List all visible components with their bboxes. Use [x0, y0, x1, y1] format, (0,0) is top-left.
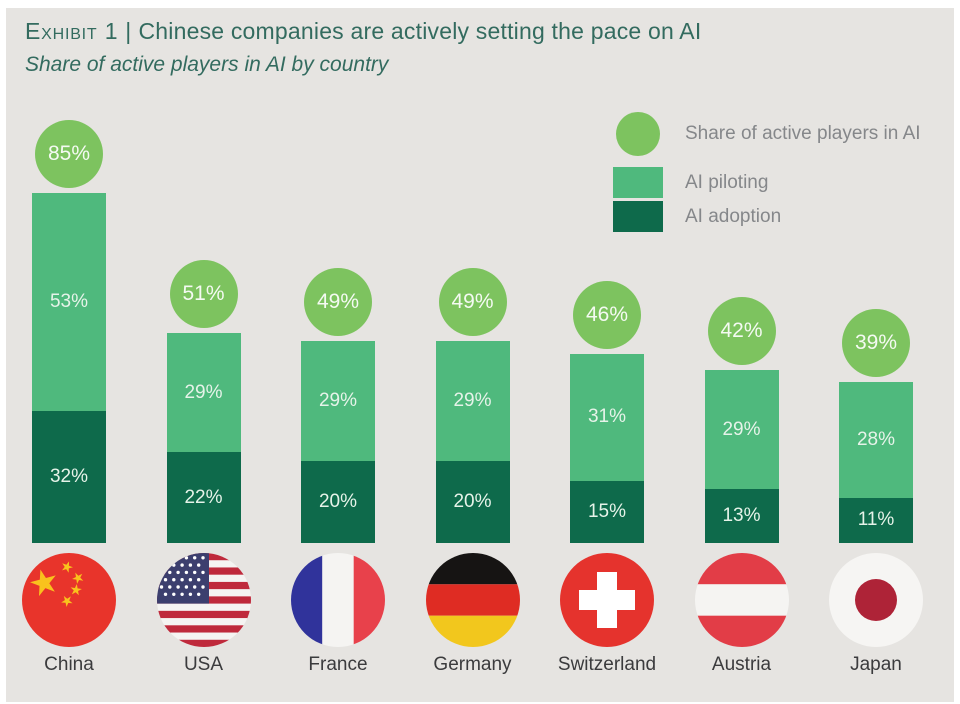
- bar-column-china: 85% 53% 32% China: [2, 0, 136, 704]
- japan-flag-icon: [829, 553, 923, 647]
- piloting-segment: 53%: [32, 193, 106, 412]
- legend-piloting-label: AI piloting: [685, 171, 769, 193]
- bar-column-usa: 51% 29% 22% USA: [137, 0, 271, 704]
- china-flag-icon: [22, 553, 116, 647]
- austria-flag-icon: [694, 553, 789, 647]
- total-share-badge: 39%: [842, 309, 910, 378]
- country-label: USA: [183, 654, 224, 675]
- legend-adoption-swatch: [613, 201, 663, 232]
- adoption-segment: 22%: [166, 452, 241, 543]
- country-label: Germany: [433, 654, 512, 675]
- header: Exhibit 1 | Chinese companies are actively…: [25, 18, 701, 77]
- total-share-badge: 85%: [35, 120, 103, 188]
- germany-flag-icon: [425, 553, 520, 647]
- piloting-segment: 29%: [301, 341, 375, 461]
- france-flag-icon: [291, 553, 385, 647]
- switzerland-flag-icon: [560, 553, 654, 647]
- title-text: Chinese companies are actively setting t…: [138, 18, 702, 44]
- country-label: Japan: [850, 654, 902, 675]
- total-share-badge: 42%: [707, 297, 776, 366]
- legend-row-active-players: Share of active players in AI: [613, 112, 921, 156]
- legend-row-piloting: AI piloting: [613, 167, 768, 198]
- country-label: France: [308, 654, 368, 675]
- exhibit-title: Exhibit 1 | Chinese companies are actively…: [25, 18, 701, 45]
- legend-piloting-swatch: [613, 167, 663, 198]
- piloting-segment: 29%: [435, 341, 510, 461]
- title-separator: |: [125, 18, 132, 44]
- adoption-segment: 20%: [435, 460, 510, 543]
- total-share-badge: 51%: [169, 260, 238, 328]
- legend-circle-label: Share of active players in AI: [685, 123, 921, 144]
- usa-flag-icon: [156, 553, 251, 647]
- legend-adoption-label: AI adoption: [685, 205, 782, 227]
- country-label: China: [44, 654, 94, 675]
- bar-column-france: 49% 29% 20% France: [271, 0, 405, 704]
- chart-subtitle: Share of active players in AI by country: [25, 53, 389, 76]
- total-share-badge: 46%: [573, 280, 641, 349]
- country-label: Switzerland: [557, 654, 657, 675]
- adoption-segment: 20%: [301, 460, 375, 543]
- adoption-segment: 11%: [839, 497, 913, 543]
- exhibit-number: Exhibit 1: [25, 18, 119, 44]
- country-label: Austria: [711, 654, 772, 675]
- piloting-segment: 29%: [704, 370, 779, 490]
- legend-row-adoption: AI adoption: [613, 201, 781, 232]
- piloting-segment: 28%: [839, 382, 913, 498]
- bar-column-japan: 39% 28% 11% Japan: [809, 0, 943, 704]
- bar-column-switzerland: 46% 31% 15% Switzerland: [540, 0, 674, 704]
- total-share-badge: 49%: [304, 268, 372, 337]
- bar-column-austria: 42% 29% 13% Austria: [675, 0, 809, 704]
- adoption-segment: 32%: [32, 411, 106, 543]
- adoption-segment: 15%: [570, 481, 644, 543]
- bar-column-germany: 49% 29% 20% Germany: [406, 0, 540, 704]
- adoption-segment: 13%: [704, 489, 779, 543]
- piloting-segment: 29%: [166, 333, 241, 453]
- total-share-badge: 49%: [438, 268, 507, 337]
- legend-circle-swatch: [616, 112, 660, 156]
- piloting-segment: 31%: [570, 353, 644, 482]
